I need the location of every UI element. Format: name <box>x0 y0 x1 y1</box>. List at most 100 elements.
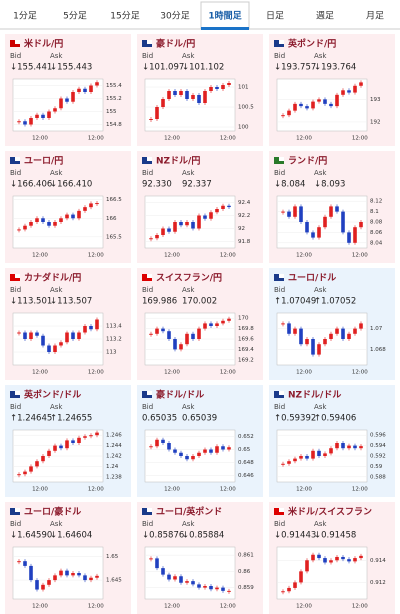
candle <box>53 222 57 226</box>
tab-label[interactable]: 15分足 <box>110 11 139 22</box>
candle <box>335 206 339 212</box>
pair-name[interactable]: NZドル/ドル <box>288 390 341 401</box>
x-tick-label: 12:00 <box>88 370 104 376</box>
candle <box>203 323 207 329</box>
candle <box>305 560 309 572</box>
candle <box>23 471 27 475</box>
pair-name[interactable]: スイスフラン/円 <box>156 273 222 284</box>
bid-value: ↓8.084 <box>274 180 305 190</box>
y-tick-label: 8.08 <box>370 220 383 226</box>
bid-label: Bid <box>274 52 285 60</box>
bid-value: ↑0.59392 <box>274 414 316 424</box>
pair-name[interactable]: 豪ドル/円 <box>156 38 195 50</box>
y-tick-label: 155 <box>106 109 117 115</box>
tab-label[interactable]: 5分足 <box>63 11 87 22</box>
y-tick-label: 170 <box>238 316 249 322</box>
candle <box>41 218 45 222</box>
tab[interactable]: 月足 <box>366 11 384 22</box>
bid-label: Bid <box>142 403 153 411</box>
ask-value: 92.337 <box>182 180 212 190</box>
candle <box>197 95 201 103</box>
candle <box>155 558 159 569</box>
x-tick-label: 12:00 <box>32 604 48 610</box>
candle <box>77 210 81 219</box>
pair-name[interactable]: 米ドル/スイスフラン <box>287 506 372 518</box>
y-tick-label: 101 <box>238 85 249 91</box>
candle <box>71 573 75 576</box>
candle <box>287 323 291 334</box>
candle <box>281 591 285 593</box>
y-tick-label: 1.068 <box>370 347 386 353</box>
candle <box>305 339 309 345</box>
pair-name[interactable]: ユーロ/英ポンド <box>156 506 222 518</box>
pair-name[interactable]: 米ドル/円 <box>23 38 63 50</box>
candle <box>95 575 99 578</box>
candle <box>215 87 219 89</box>
bid-value: ↓0.85876 <box>142 531 184 541</box>
candle <box>35 218 39 222</box>
tab[interactable]: 1時間足 <box>200 1 250 30</box>
candle <box>71 92 75 102</box>
pair-name[interactable]: 英ポンド/円 <box>287 38 336 50</box>
candle <box>311 339 315 355</box>
tab[interactable]: 15分足 <box>110 11 139 22</box>
pair-name[interactable]: ユーロ/豪ドル <box>24 506 81 518</box>
y-tick-label: 8.1 <box>370 209 379 215</box>
pair-name[interactable]: 豪ドル/ドル <box>156 389 204 401</box>
y-tick-label: 155.4 <box>106 83 122 89</box>
bid-value: 0.65035 <box>142 414 177 424</box>
bid-value: ↓0.91443 <box>274 531 316 541</box>
bid-value: ↓166.406 <box>10 180 52 190</box>
candle <box>59 218 63 222</box>
pair-name[interactable]: カナダドル/円 <box>24 272 81 284</box>
ask-value: ↑1.24655 <box>50 414 92 424</box>
y-tick-label: 0.588 <box>370 474 386 480</box>
flag-stripe <box>15 157 20 161</box>
tab-label[interactable]: 30分足 <box>160 11 189 22</box>
x-tick-label: 12:00 <box>352 136 368 142</box>
pair-name[interactable]: 英ポンド/ドル <box>23 389 81 401</box>
tab[interactable]: 週足 <box>316 11 334 22</box>
pair-name[interactable]: ユーロ/円 <box>24 156 63 167</box>
ask-value: 170.002 <box>182 297 217 307</box>
candle <box>65 214 69 219</box>
candle <box>323 339 327 345</box>
tab[interactable]: 30分足 <box>160 11 189 22</box>
candle <box>299 456 303 459</box>
candle <box>41 456 45 462</box>
tab-label[interactable]: 1時間足 <box>208 10 242 22</box>
tab-label[interactable]: 1分足 <box>13 11 37 22</box>
tab-label[interactable]: 月足 <box>366 11 384 22</box>
tab-label[interactable]: 週足 <box>316 11 334 22</box>
chart-area <box>12 195 104 249</box>
flag-stripe <box>15 508 20 512</box>
pair-name[interactable]: ランド/円 <box>288 156 327 167</box>
tab[interactable]: 日足 <box>266 11 284 22</box>
candle <box>323 216 327 228</box>
pair-name[interactable]: NZドル/円 <box>156 156 200 167</box>
tab-label[interactable]: 日足 <box>266 11 284 22</box>
x-tick-label: 12:00 <box>220 253 236 259</box>
y-tick-label: 1.07 <box>370 326 383 332</box>
tab[interactable]: 1分足 <box>13 11 37 22</box>
x-tick-label: 12:00 <box>296 487 312 493</box>
pair-name[interactable]: ユーロ/ドル <box>288 273 336 284</box>
tab[interactable]: 5分足 <box>63 11 87 22</box>
flag-stripe <box>147 508 152 512</box>
